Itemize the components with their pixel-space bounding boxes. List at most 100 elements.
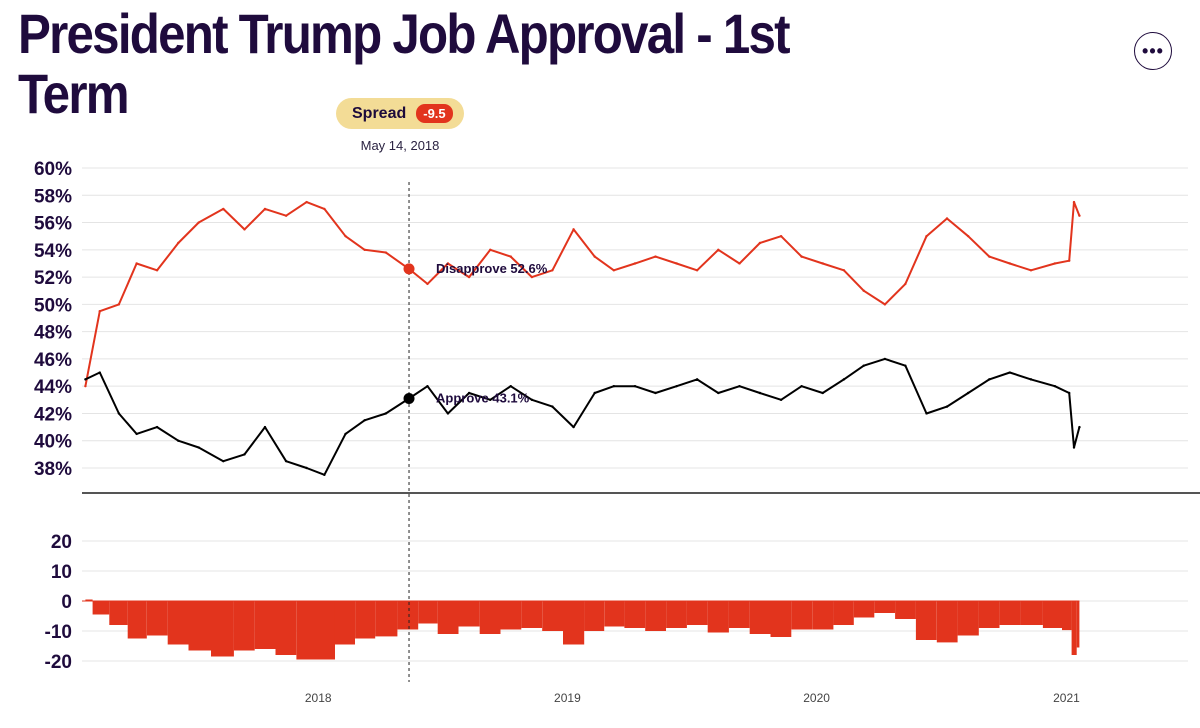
point-approve xyxy=(243,453,246,456)
point-approve xyxy=(925,412,928,415)
spread-bar xyxy=(1076,601,1080,648)
point-disapprove xyxy=(779,234,783,238)
spread-bar xyxy=(146,601,168,636)
point-disapprove xyxy=(323,207,326,211)
point-approve xyxy=(363,419,366,422)
spread-bar xyxy=(584,601,605,631)
point-approve xyxy=(530,398,534,402)
spread-bar xyxy=(666,601,687,628)
spread-bar xyxy=(85,599,93,601)
point-approve xyxy=(263,425,267,429)
y-tick-label: -10 xyxy=(45,622,72,643)
y-tick-label: 40% xyxy=(34,432,72,453)
spread-bar xyxy=(604,601,625,627)
spread-bar xyxy=(812,601,834,630)
spread-bar xyxy=(500,601,522,630)
spread-bar xyxy=(915,601,937,640)
spread-bar xyxy=(254,601,276,649)
point-disapprove xyxy=(117,303,121,306)
point-approve xyxy=(572,425,575,429)
spread-bar xyxy=(833,601,854,625)
point-approve xyxy=(305,466,308,470)
y-tick-label: 0 xyxy=(61,592,72,613)
spread-bar xyxy=(686,601,708,625)
point-disapprove xyxy=(344,234,347,238)
point-disapprove xyxy=(305,200,308,204)
y-tick-label: 38% xyxy=(34,459,72,480)
point-approve xyxy=(509,384,512,388)
point-disapprove xyxy=(966,234,970,238)
spread-bar xyxy=(645,601,666,631)
point-approve xyxy=(1078,425,1081,429)
point-approve xyxy=(135,432,138,436)
point-approve xyxy=(284,459,288,463)
spread-bar xyxy=(355,601,376,639)
spread-bar xyxy=(624,601,646,628)
spread-value: -9.5 xyxy=(416,104,453,123)
spread-bar xyxy=(770,601,792,637)
point-approve xyxy=(633,384,637,388)
point-approve xyxy=(695,378,699,381)
point-disapprove xyxy=(426,282,429,286)
spread-bar xyxy=(1062,601,1072,631)
point-disapprove xyxy=(862,289,865,292)
point-approve xyxy=(1053,384,1057,388)
point-disapprove xyxy=(904,282,907,286)
spread-bar xyxy=(334,601,355,645)
y-tick-label: 58% xyxy=(34,186,72,207)
ellipsis-icon: ••• xyxy=(1142,40,1164,61)
spread-bar xyxy=(296,601,316,660)
point-disapprove xyxy=(84,384,87,388)
point-disapprove xyxy=(363,248,366,252)
y-tick-label: 48% xyxy=(34,323,72,344)
spread-bar xyxy=(479,601,501,634)
spread-bar xyxy=(999,601,1021,625)
point-disapprove xyxy=(98,309,101,313)
spread-bar xyxy=(728,601,750,628)
point-disapprove xyxy=(197,221,200,224)
point-approve xyxy=(446,412,450,415)
spread-bar xyxy=(791,601,813,630)
y-tick-label: 46% xyxy=(34,350,72,371)
point-approve xyxy=(758,391,762,395)
y-tick-label: 10 xyxy=(51,562,72,583)
y-tick-label: 56% xyxy=(34,214,72,235)
spread-bar xyxy=(707,601,729,633)
point-approve xyxy=(551,405,554,408)
spread-bar xyxy=(211,601,234,657)
spread-bar xyxy=(542,601,563,631)
point-disapprove xyxy=(800,255,803,258)
point-approve xyxy=(177,439,180,442)
point-approve xyxy=(612,384,616,388)
point-disapprove xyxy=(593,255,596,258)
point-disapprove xyxy=(155,269,159,272)
x-tick-label: 2021 xyxy=(1053,691,1080,705)
point-approve xyxy=(467,391,471,395)
spread-bar xyxy=(458,601,480,627)
point-approve xyxy=(1029,378,1033,381)
spread-bar xyxy=(521,601,543,628)
hover-label-approve: Approve 43.1% xyxy=(436,390,530,405)
page-title: President Trump Job Approval - 1st Term xyxy=(18,2,791,125)
spread-bar xyxy=(233,601,255,651)
point-approve xyxy=(862,364,865,367)
x-tick-label: 2019 xyxy=(554,691,581,705)
x-tick-label: 2020 xyxy=(803,691,830,705)
point-disapprove xyxy=(738,262,741,265)
spread-badge: Spread -9.5 xyxy=(336,98,464,129)
point-approve xyxy=(426,384,429,388)
spread-bar xyxy=(1071,601,1077,655)
point-approve xyxy=(222,459,225,463)
spread-bar xyxy=(1042,601,1062,628)
point-disapprove xyxy=(1072,200,1076,204)
point-disapprove xyxy=(717,248,720,252)
point-approve xyxy=(84,378,87,381)
y-tick-label: -20 xyxy=(45,652,72,673)
more-options-button[interactable]: ••• xyxy=(1134,32,1172,70)
point-disapprove xyxy=(222,207,225,211)
point-approve xyxy=(1072,446,1076,449)
spread-bar xyxy=(936,601,958,643)
series-approve-line xyxy=(84,357,1081,477)
point-approve xyxy=(779,398,783,402)
